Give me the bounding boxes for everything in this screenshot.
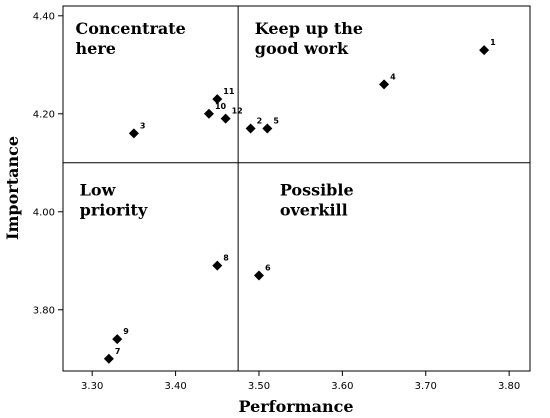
quadrant-label: Concentrate bbox=[76, 19, 186, 38]
data-point-label: 9 bbox=[123, 327, 129, 336]
data-point-marker bbox=[103, 353, 114, 364]
data-point-label: 2 bbox=[257, 116, 263, 125]
x-tick-label: 3.50 bbox=[248, 381, 270, 392]
data-point-label: 11 bbox=[223, 87, 235, 96]
y-axis-ticks: 3.80 4.00 4.20 4.40 bbox=[33, 11, 63, 316]
quadrant-label: good work bbox=[255, 39, 349, 58]
data-point-marker bbox=[203, 108, 214, 119]
quadrant-label: overkill bbox=[280, 200, 348, 219]
x-axis-title: Performance bbox=[238, 397, 353, 416]
quadrant-label: Possible bbox=[280, 180, 354, 199]
data-point-label: 1 bbox=[490, 38, 496, 47]
quadrant-label: Low bbox=[80, 180, 117, 199]
data-point-marker bbox=[262, 123, 273, 134]
data-point-marker bbox=[212, 94, 223, 105]
y-tick-label: 4.00 bbox=[33, 207, 55, 218]
quadrant-label: Keep up the bbox=[255, 19, 363, 38]
data-point-marker bbox=[245, 123, 256, 134]
data-point-marker bbox=[379, 79, 390, 90]
data-point-marker bbox=[479, 45, 490, 56]
data-point-label: 4 bbox=[390, 72, 396, 81]
data-point-label: 12 bbox=[232, 107, 243, 116]
x-tick-label: 3.80 bbox=[498, 381, 520, 392]
y-axis-title: Importance bbox=[3, 136, 22, 240]
reference-lines bbox=[63, 6, 530, 371]
data-point-marker bbox=[253, 270, 264, 281]
x-tick-label: 3.30 bbox=[81, 381, 103, 392]
plot-area bbox=[62, 5, 531, 372]
data-point-label: 7 bbox=[115, 347, 121, 356]
data-point-marker bbox=[220, 113, 231, 124]
x-tick-label: 3.60 bbox=[331, 381, 353, 392]
data-point-label: 6 bbox=[265, 263, 271, 272]
y-tick-label: 3.80 bbox=[33, 305, 55, 316]
x-tick-label: 3.40 bbox=[164, 381, 186, 392]
x-tick-label: 3.70 bbox=[415, 381, 437, 392]
data-point-marker bbox=[112, 334, 123, 345]
data-point-marker bbox=[212, 260, 223, 271]
data-point-label: 8 bbox=[223, 254, 229, 263]
data-point-label: 10 bbox=[215, 102, 227, 111]
quadrant-label: here bbox=[76, 39, 116, 58]
data-point-marker bbox=[128, 128, 139, 139]
y-tick-label: 4.40 bbox=[33, 11, 55, 22]
x-axis-ticks: 3.30 3.40 3.50 3.60 3.70 3.80 bbox=[81, 371, 520, 392]
data-point-label: 5 bbox=[273, 116, 279, 125]
y-tick-label: 4.20 bbox=[33, 109, 55, 120]
data-point-label: 3 bbox=[140, 121, 146, 130]
quadrant-label: priority bbox=[80, 200, 148, 219]
